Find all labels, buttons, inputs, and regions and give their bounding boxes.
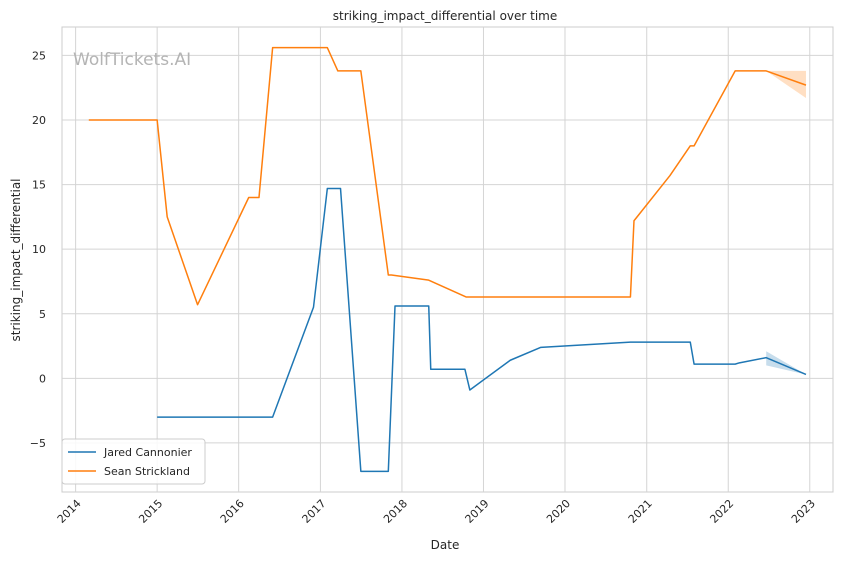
x-tick-label: 2015 bbox=[136, 497, 165, 526]
x-tick-label: 2020 bbox=[544, 497, 573, 526]
confidence-bands bbox=[766, 70, 806, 375]
ci-band-jared-cannonier bbox=[766, 351, 806, 375]
y-tick-label: 25 bbox=[32, 49, 46, 62]
x-tick-label: 2021 bbox=[626, 497, 655, 526]
chart-title: striking_impact_differential over time bbox=[333, 9, 558, 23]
x-tick-label: 2017 bbox=[300, 497, 329, 526]
series-lines bbox=[88, 46, 807, 473]
y-tick-label: 20 bbox=[32, 114, 46, 127]
x-tick-label: 2016 bbox=[218, 497, 247, 526]
y-tick-label: −5 bbox=[30, 437, 46, 450]
legend: Jared Cannonier Sean Strickland bbox=[61, 438, 206, 485]
y-tick-label: 15 bbox=[32, 179, 46, 192]
x-tick-label: 2023 bbox=[789, 497, 818, 526]
x-tick-label: 2019 bbox=[463, 497, 492, 526]
series-line-sean-strickland bbox=[88, 46, 807, 306]
y-axis-label: striking_impact_differential bbox=[9, 178, 23, 341]
watermark: WolfTickets.AI bbox=[73, 50, 191, 70]
legend-label-jared-cannonier: Jared Cannonier bbox=[103, 446, 192, 459]
x-tick-label: 2018 bbox=[381, 497, 410, 526]
x-axis-label: Date bbox=[431, 538, 460, 552]
legend-frame bbox=[61, 438, 206, 485]
ci-band-sean-strickland bbox=[766, 70, 806, 99]
series-line-jared-cannonier bbox=[157, 187, 807, 473]
y-tick-label: 10 bbox=[32, 243, 46, 256]
grid-layer bbox=[61, 26, 834, 493]
plot-frame bbox=[61, 26, 834, 493]
legend-label-sean-strickland: Sean Strickland bbox=[104, 465, 190, 478]
y-tick-label: 0 bbox=[39, 372, 46, 385]
x-tick-label: 2022 bbox=[707, 497, 736, 526]
y-tick-label: 5 bbox=[39, 308, 46, 321]
x-tick-label: 2014 bbox=[55, 497, 84, 526]
